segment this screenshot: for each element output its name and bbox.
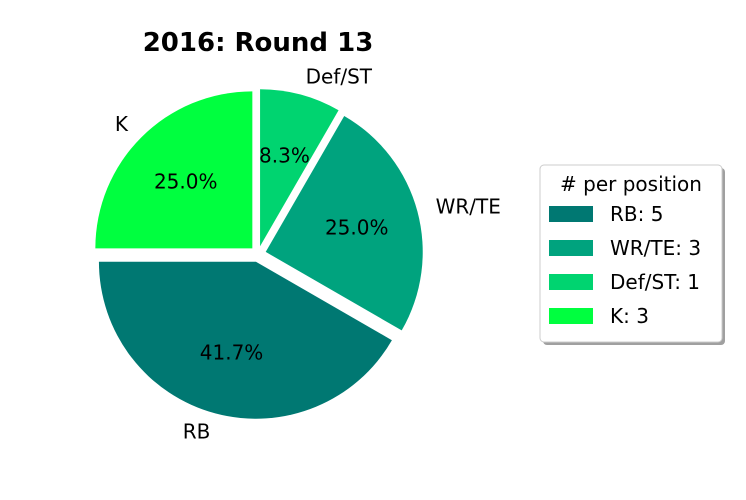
pie-slice-def-st [260,89,339,247]
legend-swatch-def-st [549,274,593,290]
slice-label-rb: RB [183,420,211,444]
pie-slices [95,89,423,419]
legend-swatch-k [549,308,593,324]
pie-slice-rb [98,261,392,419]
legend-entry-rb: RB: 5 [610,202,663,226]
pie-slice-k [95,91,253,249]
legend-entry-wr-te: WR/TE: 3 [610,236,701,260]
legend: # per position RB: 5 WR/TE: 3 Def/ST: 1 K: … [539,164,725,345]
legend-swatch-wr-te [549,240,593,256]
percent-label-k: 25.0% [154,170,218,194]
legend-swatch-rb [549,206,593,222]
percent-label-rb: 41.7% [200,341,264,365]
chart-title: 2016: Round 13 [143,28,374,58]
legend-entry-k: K: 3 [610,304,649,328]
slice-label-wr-te: WR/TE [436,194,501,218]
slice-label-def-st: Def/ST [306,64,373,88]
pie-slice-wr-te [265,115,423,331]
percent-label-wr-te: 25.0% [325,216,389,240]
legend-items: RB: 5 WR/TE: 3 Def/ST: 1 K: 3 [549,202,701,328]
percent-label-def-st: 8.3% [259,143,310,167]
pie-labels: K 25.0% RB 41.7% WR/TE 25.0% Def/ST 8.3% [115,64,501,443]
legend-title: # per position [560,172,702,196]
legend-entry-def-st: Def/ST: 1 [610,270,700,294]
slice-label-k: K [115,112,129,136]
